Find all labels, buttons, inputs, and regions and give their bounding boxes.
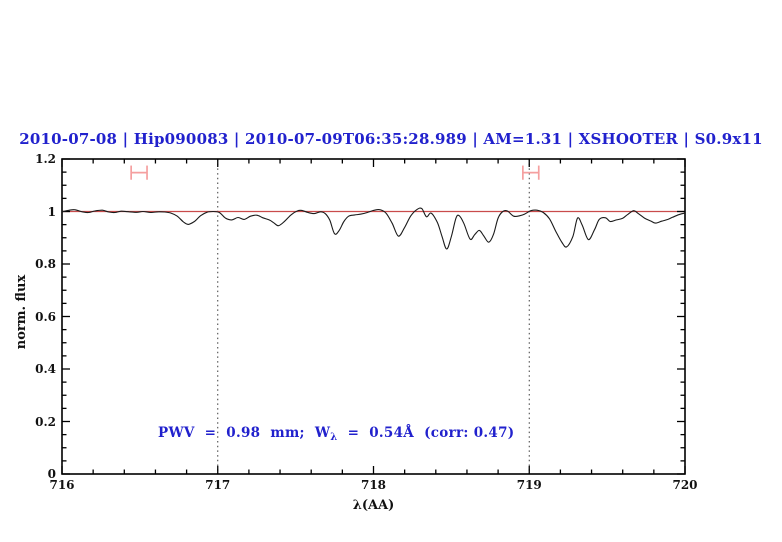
plot-title: 2010-07-08 | Hip090083 | 2010-07-09T06:3… [19,130,763,148]
y-tick-label-0.2: 0.2 [35,414,56,429]
y-tick-label-0: 0 [47,467,56,481]
x-tick-label-716: 716 [49,478,75,492]
x-tick-label-717: 717 [205,478,231,492]
x-axis-label: λ(AA) [352,498,395,513]
x-tick-label-718: 718 [360,478,387,492]
y-tick-label-1: 1 [47,204,56,219]
x-tick-label-720: 720 [672,478,698,492]
pwv-annotation: PWV = 0.98 mm; Wλ = 0.54Å (corr: 0.47) [138,409,514,459]
y-tick-label-0.4: 0.4 [35,362,56,376]
y-tick-label-0.8: 0.8 [35,257,56,271]
y-tick-label-1.2: 1.2 [35,152,56,166]
lambda-subscript: λ [330,432,338,443]
pwv-text: PWV = 0.98 mm; W [158,425,331,441]
spectrum-line [61,207,686,250]
equivalent-width-text: = 0.54Å (corr: 0.47) [337,425,515,441]
y-tick-label-0.6: 0.6 [35,309,56,324]
x-tick-label-719: 719 [516,478,542,492]
